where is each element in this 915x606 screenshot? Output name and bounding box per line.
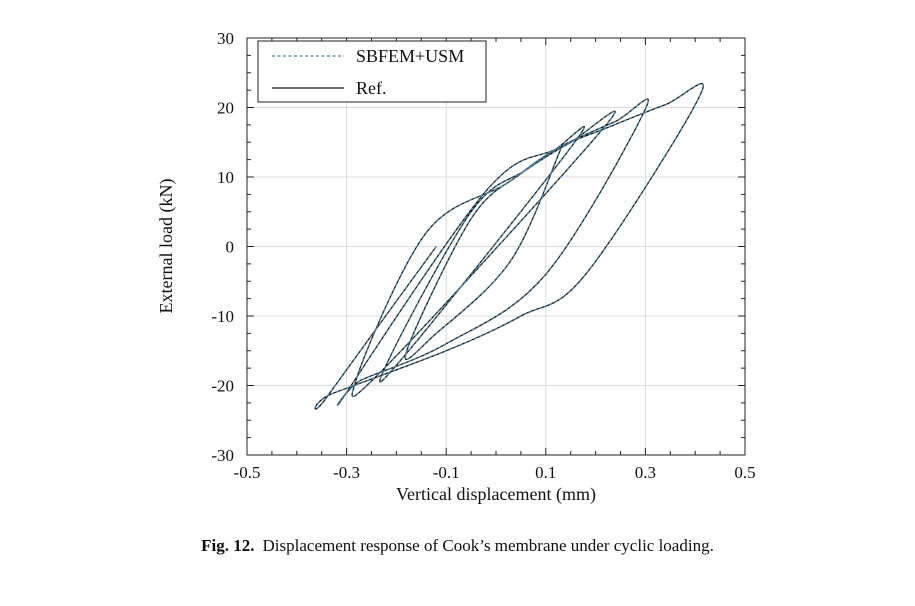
legend-label-ref: Ref. — [356, 78, 387, 98]
legend-box — [257, 40, 487, 103]
series-line-sbfem-usm — [314, 82, 704, 410]
legend: SBFEM+USM Ref. — [257, 40, 487, 103]
hysteresis-chart: -0.5 -0.3 -0.1 0.1 0.3 0.5 -30 -20 -10 0 10 20 30 V… — [156, 29, 756, 505]
x-tick-label: 0.3 — [635, 463, 656, 482]
y-tick-label: -10 — [211, 307, 234, 326]
y-tick-label: -30 — [211, 446, 234, 465]
figure-caption: Fig. 12. Displacement response of Cook’s … — [0, 536, 915, 556]
y-tick-label: -20 — [211, 377, 234, 396]
y-tick-labels: -30 -20 -10 0 10 20 30 — [211, 29, 234, 465]
y-tick-label: 0 — [226, 238, 235, 257]
x-tick-label: 0.1 — [535, 463, 556, 482]
x-tick-label: -0.3 — [333, 463, 360, 482]
series-layer — [314, 82, 704, 410]
figure-caption-label: Fig. 12. — [201, 536, 255, 555]
x-tick-label: 0.5 — [734, 463, 755, 482]
x-tick-labels: -0.5 -0.3 -0.1 0.1 0.3 0.5 — [234, 463, 756, 482]
y-tick-label: 10 — [217, 168, 234, 187]
y-axis-label: External load (kN) — [156, 179, 177, 314]
minor-ticks — [246, 37, 746, 456]
x-tick-label: -0.1 — [433, 463, 460, 482]
legend-label-sbfem: SBFEM+USM — [356, 46, 464, 66]
y-tick-label: 30 — [217, 29, 234, 48]
x-tick-label: -0.5 — [234, 463, 261, 482]
x-axis-label: Vertical displacement (mm) — [396, 484, 596, 505]
figure-caption-text: Displacement response of Cook’s membrane… — [262, 536, 714, 555]
y-tick-label: 20 — [217, 99, 234, 118]
